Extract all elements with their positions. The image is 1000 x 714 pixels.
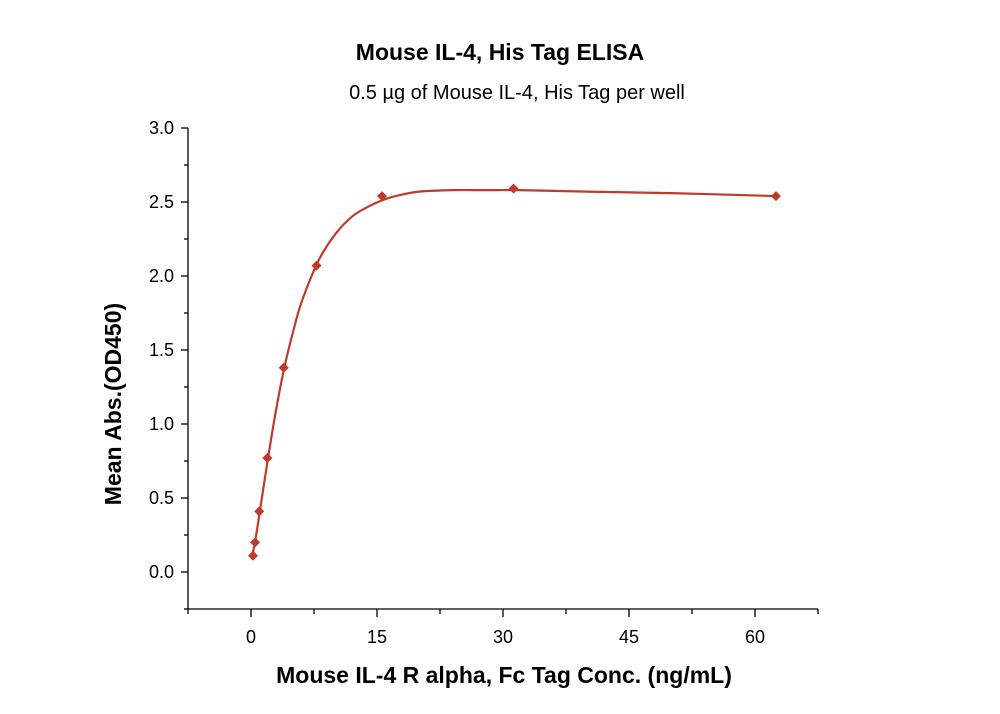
data-point [278,362,289,373]
y-tick-label: 2.0 [149,266,174,286]
y-tick-label: 0.5 [149,488,174,508]
data-point [771,191,781,202]
data-point [262,453,273,464]
y-tick-label: 0.0 [149,562,174,582]
fit-curve [251,188,777,556]
y-tick-label: 1.0 [149,414,174,434]
chart-title: Mouse IL-4, His Tag ELISA [356,39,644,65]
y-tick-label: 3.0 [149,118,174,138]
data-point [508,183,519,194]
x-tick-label: 60 [745,627,765,647]
x-tick-label: 45 [619,627,639,647]
data-point [254,506,265,517]
x-axis-label: Mouse IL-4 R alpha, Fc Tag Conc. (ng/mL) [276,662,732,688]
data-points [248,183,781,561]
y-tick-label: 2.5 [149,192,174,212]
y-axis-label: Mean Abs.(OD450) [100,303,126,505]
chart-subtitle: 0.5 µg of Mouse IL-4, His Tag per well [349,82,685,104]
y-tick-label: 1.5 [149,340,174,360]
x-tick-label: 30 [493,627,513,647]
data-point [248,550,259,561]
x-tick-label: 0 [246,627,256,647]
x-ticks: 0 15 30 45 60 [187,609,819,647]
data-point [250,537,261,548]
x-tick-label: 15 [367,627,387,647]
y-ticks: 0.0 0.5 1.0 1.5 2.0 2.5 3.0 [149,118,188,610]
data-point [377,191,388,202]
data-point [311,260,322,271]
